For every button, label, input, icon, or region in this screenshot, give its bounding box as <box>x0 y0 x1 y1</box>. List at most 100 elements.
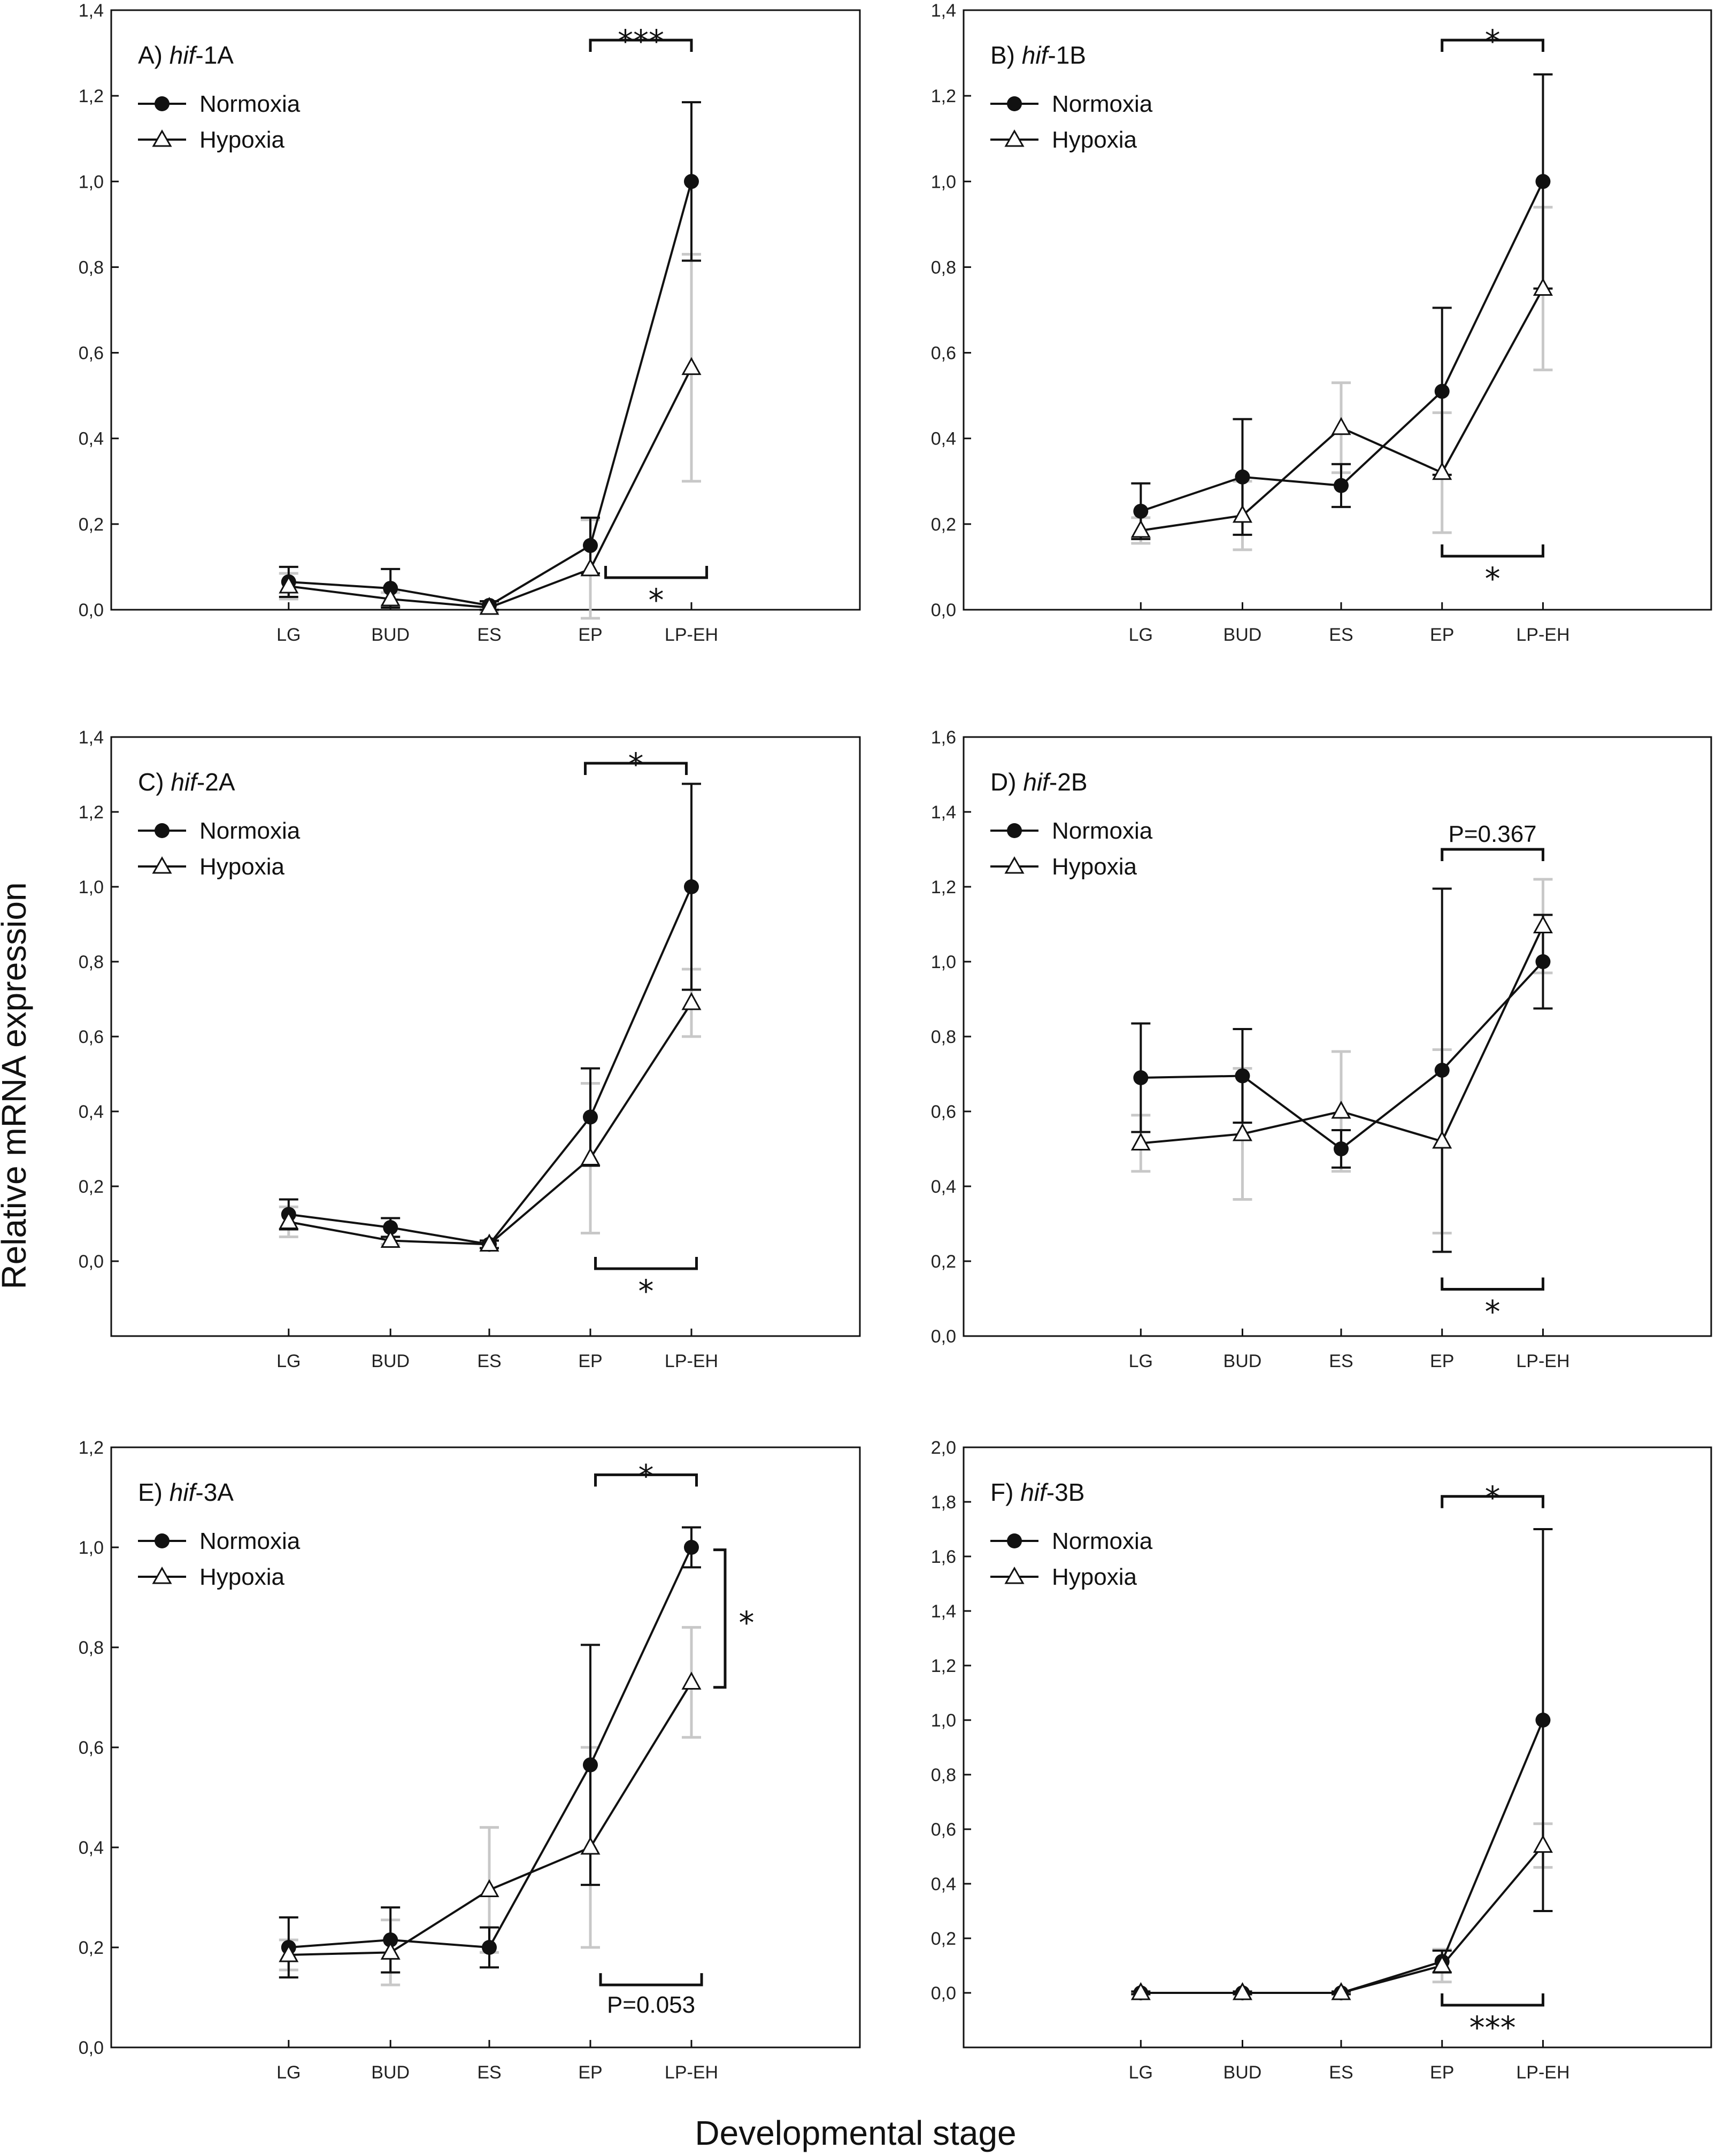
x-tick-label: EP <box>578 1351 602 1371</box>
point-hypoxia <box>1130 1132 1151 1150</box>
point-hypoxia <box>1232 1123 1252 1141</box>
point-hypoxia <box>580 1836 601 1855</box>
series-line-normoxia <box>288 886 692 1246</box>
point-hypoxia <box>279 1944 299 1962</box>
legend-marker-normoxia <box>1007 823 1022 838</box>
y-tick-label: 0,6 <box>931 1102 956 1122</box>
significance-bracket <box>1441 1277 1544 1291</box>
point-normoxia <box>583 1757 598 1773</box>
y-tick-label: 1,2 <box>931 877 956 897</box>
significance-label: * <box>638 1273 654 1309</box>
point-normoxia <box>684 879 699 894</box>
panel-title-gene: hif <box>1020 1478 1049 1506</box>
y-tick-label: 1,2 <box>79 86 104 106</box>
point-normoxia <box>1535 954 1551 969</box>
x-tick-label: LG <box>276 2062 301 2083</box>
x-tick-label: LP-EH <box>1516 1351 1569 1371</box>
x-tick-label: EP <box>1430 2062 1454 2083</box>
legend-label-hypoxia: Hypoxia <box>199 127 284 153</box>
point-hypoxia <box>279 1211 299 1229</box>
point-hypoxia <box>279 575 299 594</box>
panel-title: E) hif-3A <box>138 1478 234 1506</box>
y-tick-label: 0,8 <box>931 257 956 278</box>
y-tick-label: 0,8 <box>79 952 104 972</box>
y-tick-label: 0,4 <box>79 429 104 449</box>
y-tick-label: 1,0 <box>79 172 104 192</box>
x-tick-label: ES <box>477 2062 501 2083</box>
point-normoxia <box>1434 383 1450 399</box>
point-normoxia <box>1333 478 1349 493</box>
y-tick-label: 1,4 <box>79 1 104 21</box>
y-tick-label: 0,2 <box>79 1938 104 1958</box>
significance-label: *** <box>1469 2009 1516 2046</box>
panel-c: 0,0 0,2 0,4 0,6 0,8 1,0 1,2 1,4 LG BUD ES EP LP-EH C)… <box>79 727 861 1371</box>
x-tick-label: LP-EH <box>1516 2062 1569 2083</box>
panel-title-prefix: F) <box>990 1478 1020 1506</box>
y-tick-label: 0,6 <box>79 1738 104 1758</box>
y-tick-label: 0,2 <box>79 1177 104 1197</box>
point-hypoxia <box>681 357 702 375</box>
x-tick-label: ES <box>1329 625 1353 645</box>
y-tick-label: 1,8 <box>931 1492 956 1513</box>
point-hypoxia <box>479 1233 499 1252</box>
point-hypoxia <box>1533 278 1553 296</box>
panel-title-prefix: E) <box>138 1478 170 1506</box>
point-normoxia <box>1434 1063 1450 1078</box>
series-line-normoxia <box>288 181 692 607</box>
point-hypoxia <box>479 1879 499 1897</box>
legend-marker-normoxia <box>1007 96 1022 111</box>
panel-title: F) hif-3B <box>990 1478 1084 1506</box>
panel-title: D) hif-2B <box>990 768 1088 796</box>
point-normoxia <box>1133 503 1149 519</box>
y-tick-label: 0,6 <box>79 343 104 364</box>
point-normoxia <box>383 1932 398 1947</box>
significance-bracket <box>589 39 693 52</box>
y-tick-label: 1,0 <box>931 172 956 192</box>
x-tick-label: EP <box>578 2062 602 2083</box>
plot-frame <box>963 9 1712 611</box>
y-tick-label: 0,4 <box>931 429 956 449</box>
x-tick-label: ES <box>1329 1351 1353 1371</box>
y-tick-label: 1,0 <box>79 877 104 897</box>
point-hypoxia <box>479 596 499 615</box>
point-hypoxia <box>1432 1954 1452 1973</box>
point-hypoxia <box>380 1230 401 1248</box>
series-line-hypoxia <box>288 1002 692 1246</box>
x-tick-label: BUD <box>371 2062 410 2083</box>
plot-frame <box>963 1446 1712 2048</box>
panel-title: A) hif-1A <box>138 41 234 69</box>
series-line-normoxia <box>1141 1720 1544 1994</box>
panel-title-suffix: -2B <box>1049 768 1088 796</box>
y-tick-label: 1,2 <box>931 1656 956 1676</box>
y-tick-label: 1,0 <box>931 952 956 972</box>
series-line-hypoxia <box>1141 1845 1544 1994</box>
y-tick-label: 0,8 <box>79 1638 104 1658</box>
y-tick-label: 0,4 <box>931 1874 956 1894</box>
significance-label: * <box>739 1605 755 1641</box>
panel-f: 0,0 0,2 0,4 0,6 0,8 1,0 1,2 1,4 1,6 1,8 2,0 LG BUD ES… <box>931 1438 1712 2083</box>
significance-bracket <box>594 1257 698 1270</box>
point-hypoxia <box>1432 1130 1452 1149</box>
panel-title-gene: hif <box>1023 768 1051 796</box>
significance-bracket <box>594 1473 698 1487</box>
legend-label-hypoxia: Hypoxia <box>1052 1564 1137 1590</box>
point-normoxia <box>482 1940 497 1955</box>
y-tick-label: 0,0 <box>79 2038 104 2058</box>
x-tick-label: ES <box>477 625 501 645</box>
y-tick-label: 0,6 <box>931 343 956 364</box>
legend-label-normoxia: Normoxia <box>1052 91 1153 117</box>
x-tick-label: LG <box>276 1351 301 1371</box>
legend-marker-hypoxia <box>152 1566 172 1584</box>
x-tick-label: LP-EH <box>1516 625 1569 645</box>
panel-b: 0,0 0,2 0,4 0,6 0,8 1,0 1,2 1,4 LG BUD ES EP LP-EH B)… <box>931 1 1712 645</box>
y-tick-label: 0,0 <box>931 1983 956 2004</box>
point-normoxia <box>1235 1068 1250 1084</box>
significance-label: P=0.367 <box>1449 821 1537 847</box>
x-tick-label: EP <box>1430 625 1454 645</box>
legend-label-hypoxia: Hypoxia <box>1052 854 1137 880</box>
legend-label-normoxia: Normoxia <box>1052 1528 1153 1554</box>
y-tick-label: 0,0 <box>79 1252 104 1272</box>
y-tick-label: 0,6 <box>931 1820 956 1840</box>
x-tick-label: EP <box>578 625 602 645</box>
panel-title: C) hif-2A <box>138 768 235 796</box>
